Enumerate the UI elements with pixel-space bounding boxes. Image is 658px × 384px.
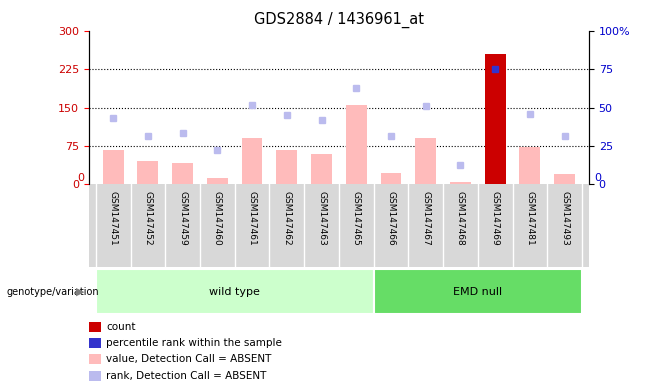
Text: GSM147468: GSM147468 xyxy=(456,191,465,246)
Bar xyxy=(346,105,367,184)
Text: GSM147459: GSM147459 xyxy=(178,191,187,246)
Text: rank, Detection Call = ABSENT: rank, Detection Call = ABSENT xyxy=(106,371,266,381)
Bar xyxy=(485,54,505,184)
Text: GSM147465: GSM147465 xyxy=(352,191,361,246)
Text: EMD null: EMD null xyxy=(453,287,502,297)
Bar xyxy=(138,161,159,184)
Text: GSM147466: GSM147466 xyxy=(386,191,395,246)
Text: GSM147469: GSM147469 xyxy=(491,191,499,246)
Text: ▶: ▶ xyxy=(76,287,84,297)
Bar xyxy=(311,154,332,184)
Bar xyxy=(103,149,124,184)
Text: GSM147460: GSM147460 xyxy=(213,191,222,246)
Text: GSM147462: GSM147462 xyxy=(282,191,291,245)
Text: GSM147481: GSM147481 xyxy=(525,191,534,246)
Text: GSM147493: GSM147493 xyxy=(560,191,569,246)
Text: percentile rank within the sample: percentile rank within the sample xyxy=(106,338,282,348)
Bar xyxy=(172,163,193,184)
Bar xyxy=(450,182,471,184)
Bar xyxy=(554,174,575,184)
Text: GSM147467: GSM147467 xyxy=(421,191,430,246)
Bar xyxy=(415,138,436,184)
Bar xyxy=(374,270,582,314)
Text: count: count xyxy=(106,322,136,332)
Text: 0: 0 xyxy=(77,173,84,183)
Bar xyxy=(241,138,263,184)
Bar xyxy=(207,178,228,184)
Text: wild type: wild type xyxy=(209,287,260,297)
Bar xyxy=(276,149,297,184)
Text: 0: 0 xyxy=(594,173,601,183)
Text: GSM147463: GSM147463 xyxy=(317,191,326,246)
Text: genotype/variation: genotype/variation xyxy=(7,287,99,297)
Text: GSM147461: GSM147461 xyxy=(247,191,257,246)
Text: GSM147451: GSM147451 xyxy=(109,191,118,246)
Title: GDS2884 / 1436961_at: GDS2884 / 1436961_at xyxy=(254,12,424,28)
Bar xyxy=(380,173,401,184)
Bar xyxy=(519,147,540,184)
Text: value, Detection Call = ABSENT: value, Detection Call = ABSENT xyxy=(106,354,271,364)
Bar xyxy=(96,270,374,314)
Text: GSM147452: GSM147452 xyxy=(143,191,153,245)
